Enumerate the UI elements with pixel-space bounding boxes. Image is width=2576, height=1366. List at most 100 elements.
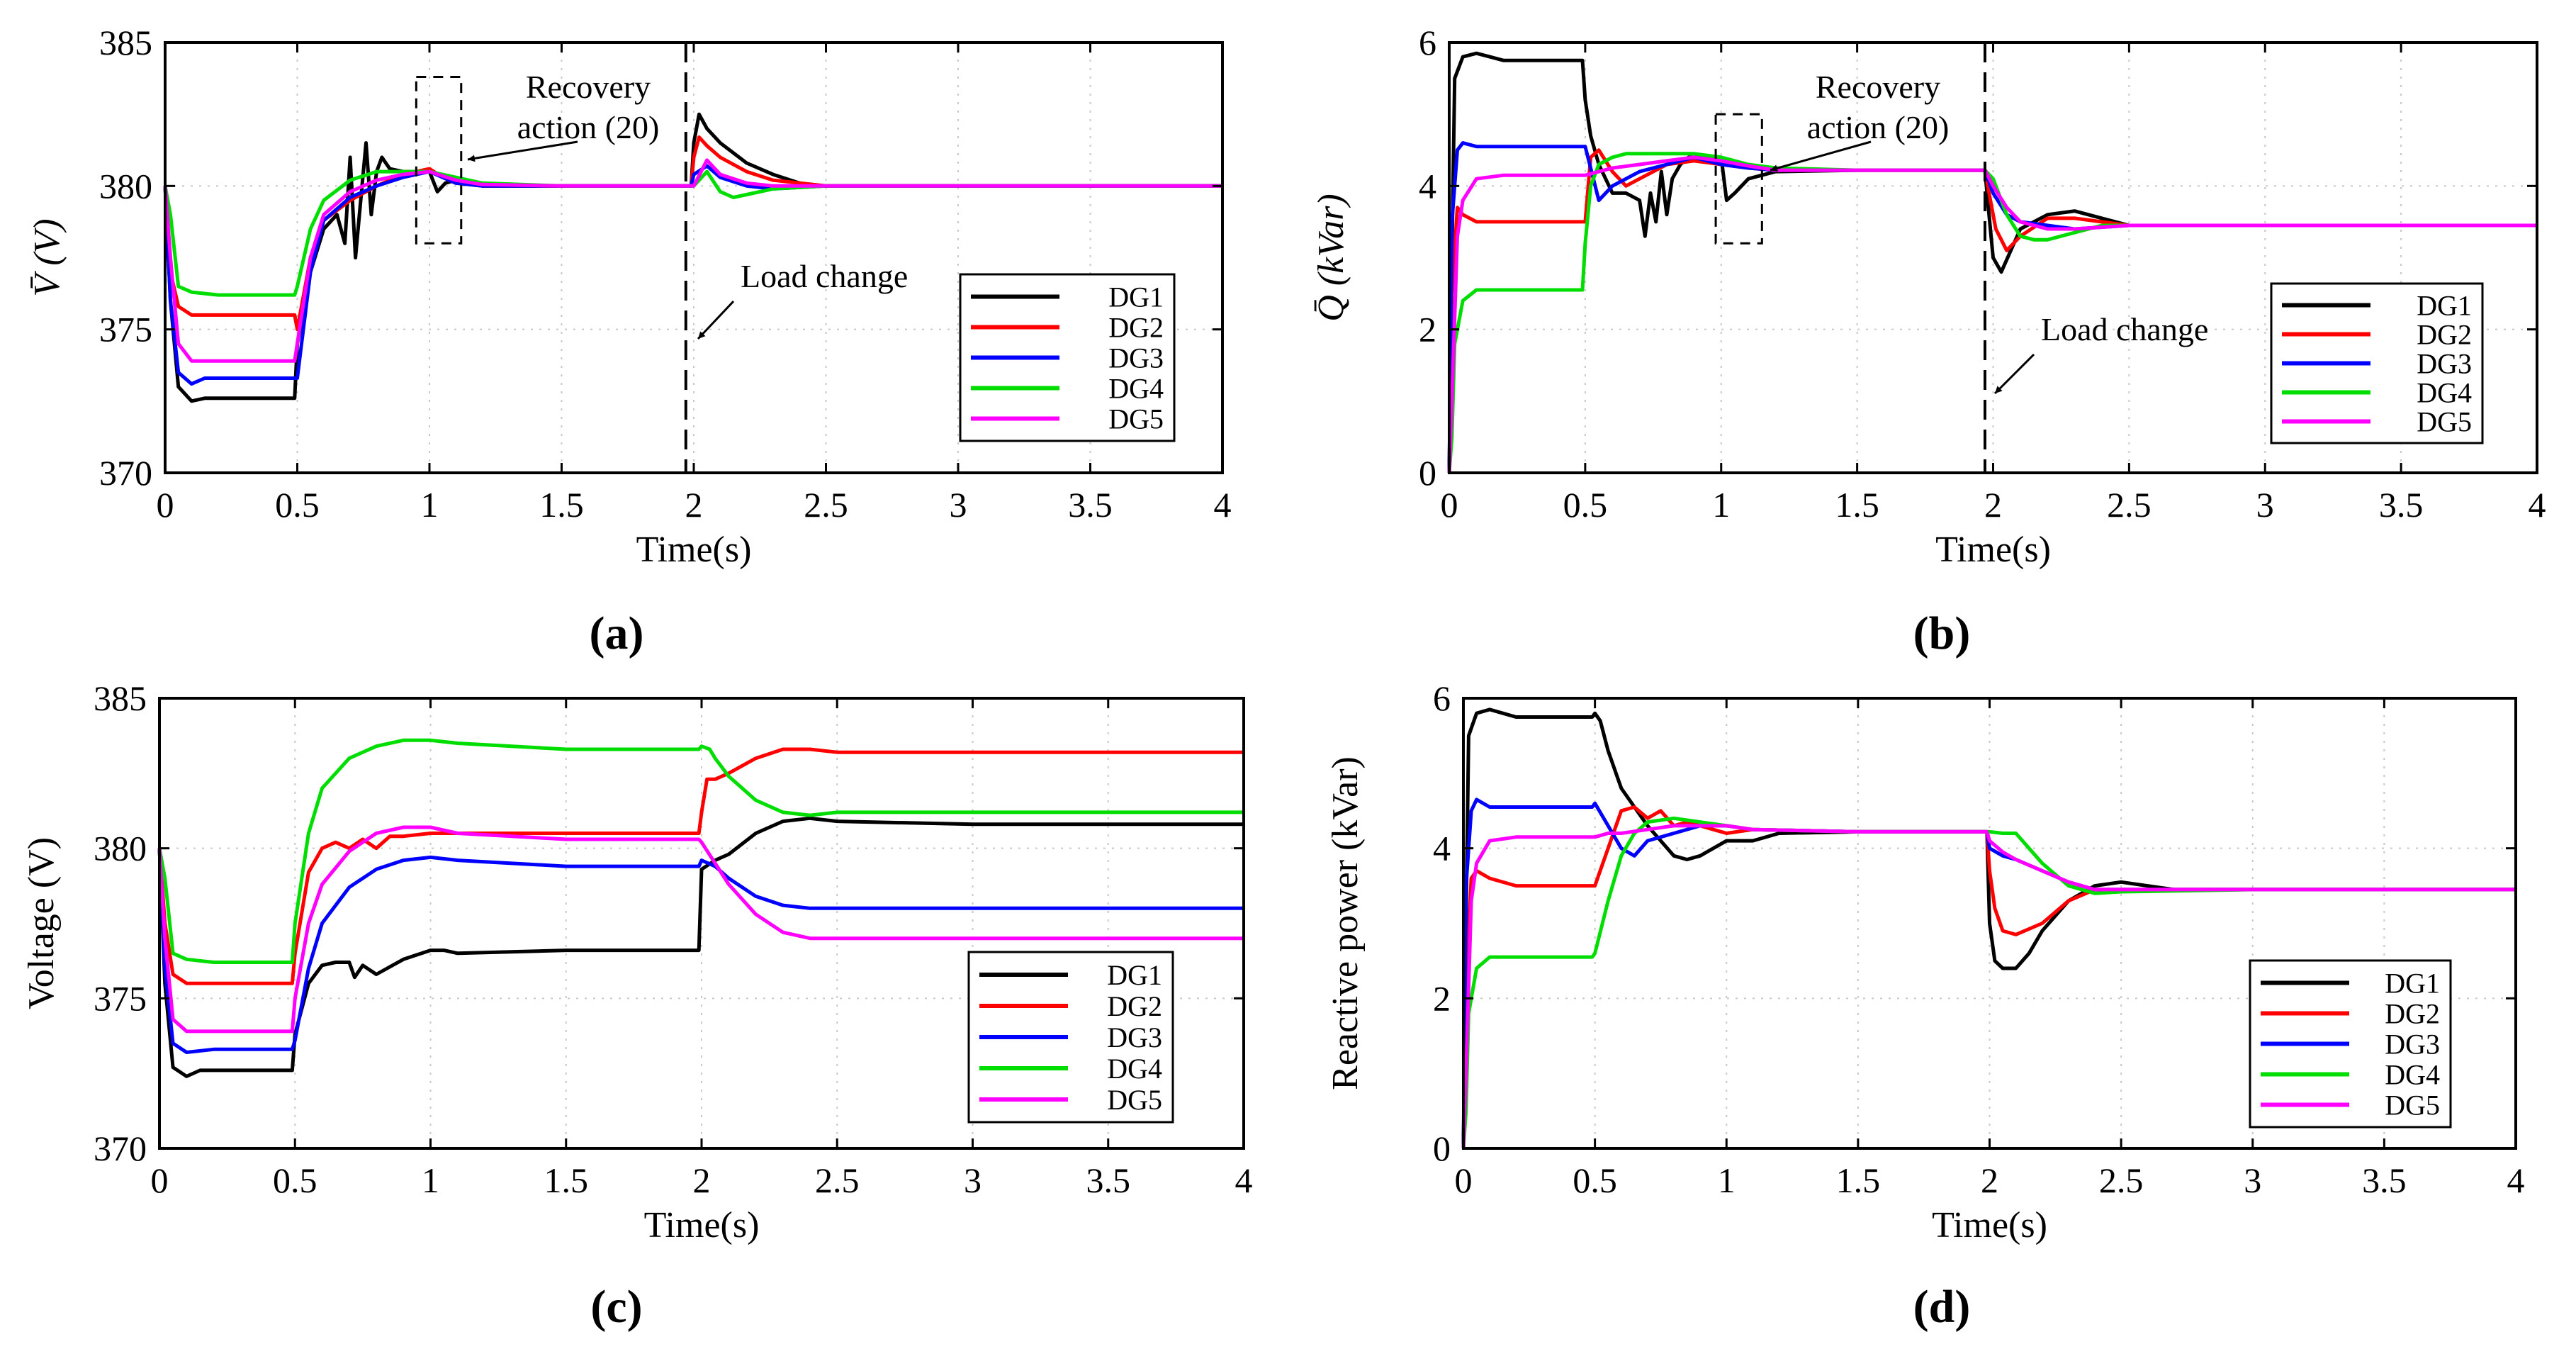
- series-line-dg2: [1447, 148, 2537, 474]
- x-tick-label: 2: [685, 485, 703, 525]
- y-tick-label: 6: [1433, 678, 1451, 718]
- x-tick-label: 3.5: [2362, 1160, 2407, 1200]
- y-tick-label: 375: [99, 310, 152, 349]
- y-tick-label: 2: [1419, 310, 1436, 349]
- chart-panel-a: 0 0.5 1 1.5 2 2.5 3 3.5 4 370 375 380 385 Time(s) V̄ (…: [27, 23, 1232, 659]
- series-line-dg2: [157, 747, 1244, 985]
- y-axis-label: V̄ (V): [27, 218, 67, 296]
- x-tick-label: 1.5: [539, 485, 584, 525]
- panel-label: (a): [590, 608, 644, 659]
- recovery-arrow: [467, 140, 578, 162]
- legend-entry-dg5: DG5: [2385, 1090, 2440, 1121]
- x-tick-label: 1: [422, 1160, 439, 1200]
- series-line-dg1: [1447, 51, 2537, 474]
- panel-label: (c): [590, 1281, 642, 1333]
- series-line-dg4: [157, 738, 1244, 964]
- x-tick-label: 4: [1235, 1160, 1253, 1200]
- chart-panel-c: 0 0.5 1 1.5 2 2.5 3 3.5 4 370 375 380 385 Time(s) Volt…: [21, 678, 1253, 1333]
- y-tick-label: 4: [1419, 166, 1436, 206]
- legend-entry-dg3: DG3: [2385, 1029, 2440, 1060]
- load-change-annotation: Load change: [741, 258, 908, 294]
- legend-entry-dg1: DG1: [1107, 959, 1162, 991]
- x-tick-label: 3.5: [1068, 485, 1113, 525]
- y-tick-label: 0: [1433, 1129, 1451, 1168]
- series-line-dg3: [1447, 141, 2537, 474]
- legend-entry-dg1: DG1: [2417, 290, 2472, 322]
- load-change-arrow: [697, 300, 735, 340]
- x-tick-label: 1.5: [1835, 485, 1879, 525]
- x-axis-label: Time(s): [1935, 530, 2051, 570]
- recovery-box: [1714, 113, 1763, 245]
- x-tick-label: 1: [421, 485, 439, 525]
- chart-panel-b: 0 0.5 1 1.5 2 2.5 3 3.5 4 0 2 4 6 Time(s) Q̄ (kVar) (b)…: [1311, 23, 2546, 659]
- x-tick-label: 3.5: [2379, 485, 2424, 525]
- legend-entry-dg4: DG4: [2417, 377, 2472, 409]
- load-change-arrow: [1993, 353, 2035, 395]
- x-tick-label: 0: [1441, 485, 1458, 525]
- y-axis-label: Voltage (V): [21, 837, 62, 1009]
- series-line-dg4: [1447, 152, 2537, 474]
- y-tick-label: 385: [99, 23, 152, 62]
- y-tick-label: 4: [1433, 829, 1451, 868]
- x-tick-label: 1: [1718, 1160, 1736, 1200]
- x-axis-label: Time(s): [644, 1205, 760, 1245]
- x-tick-label: 2.5: [2107, 485, 2152, 525]
- series-line-dg3: [157, 848, 1244, 1054]
- y-tick-label: 2: [1433, 978, 1451, 1018]
- recovery-arrow: [1770, 140, 1872, 172]
- recovery-annotation-line1: Recovery: [526, 69, 651, 105]
- x-tick-label: 4: [1214, 485, 1232, 525]
- recovery-annotation-line2: action (20): [1807, 109, 1950, 145]
- series-line-dg1: [163, 112, 1222, 403]
- legend-entry-dg4: DG4: [1108, 373, 1164, 405]
- x-tick-label: 4: [2529, 485, 2546, 525]
- y-axis-label: Reactive power (kVar): [1325, 756, 1366, 1090]
- legend-entry-dg4: DG4: [1107, 1053, 1162, 1085]
- y-tick-label: 380: [94, 829, 147, 868]
- x-tick-label: 0.5: [273, 1160, 317, 1200]
- legend-entry-dg1: DG1: [2385, 968, 2440, 1000]
- x-tick-label: 3.5: [1086, 1160, 1131, 1200]
- x-tick-label: 2: [693, 1160, 711, 1200]
- x-tick-label: 0: [151, 1160, 169, 1200]
- legend-entry-dg1: DG1: [1108, 281, 1164, 313]
- y-tick-label: 385: [94, 678, 147, 718]
- x-tick-label: 3: [2244, 1160, 2261, 1200]
- recovery-annotation-line1: Recovery: [1816, 69, 1940, 105]
- load-change-annotation: Load change: [2041, 311, 2208, 347]
- legend-entry-dg2: DG2: [2417, 319, 2472, 351]
- x-axis-label: Time(s): [636, 530, 752, 570]
- panel-label: (b): [1913, 608, 1971, 659]
- x-tick-label: 3: [950, 485, 967, 525]
- panel-label: (d): [1913, 1281, 1971, 1333]
- series-line-dg5: [157, 825, 1244, 1034]
- x-tick-label: 2.5: [815, 1160, 860, 1200]
- x-tick-label: 0.5: [275, 485, 320, 525]
- y-tick-label: 370: [99, 453, 152, 493]
- legend-entry-dg5: DG5: [1108, 403, 1164, 435]
- x-tick-label: 0: [157, 485, 174, 525]
- recovery-box: [415, 76, 463, 245]
- legend-entry-dg5: DG5: [2417, 406, 2472, 438]
- x-tick-label: 4: [2507, 1160, 2525, 1200]
- x-tick-label: 0.5: [1573, 1160, 1617, 1200]
- series-line-dg5: [163, 158, 1222, 363]
- legend-entry-dg2: DG2: [1108, 312, 1164, 344]
- x-tick-label: 2.5: [804, 485, 848, 525]
- x-tick-label: 2: [1981, 1160, 1998, 1200]
- legend-entry-dg4: DG4: [2385, 1059, 2440, 1091]
- series-line-dg1: [157, 816, 1244, 1078]
- series-line-dg5: [1447, 155, 2537, 474]
- legend-entry-dg2: DG2: [1107, 990, 1162, 1022]
- y-tick-label: 370: [94, 1129, 147, 1168]
- x-tick-label: 3: [964, 1160, 982, 1200]
- x-tick-label: 0.5: [1563, 485, 1608, 525]
- y-tick-label: 380: [99, 166, 152, 206]
- chart-panel-d: 0 0.5 1 1.5 2 2.5 3 3.5 4 0 2 4 6 Time(s) Reactive pow…: [1325, 678, 2525, 1333]
- x-tick-label: 1: [1712, 485, 1730, 525]
